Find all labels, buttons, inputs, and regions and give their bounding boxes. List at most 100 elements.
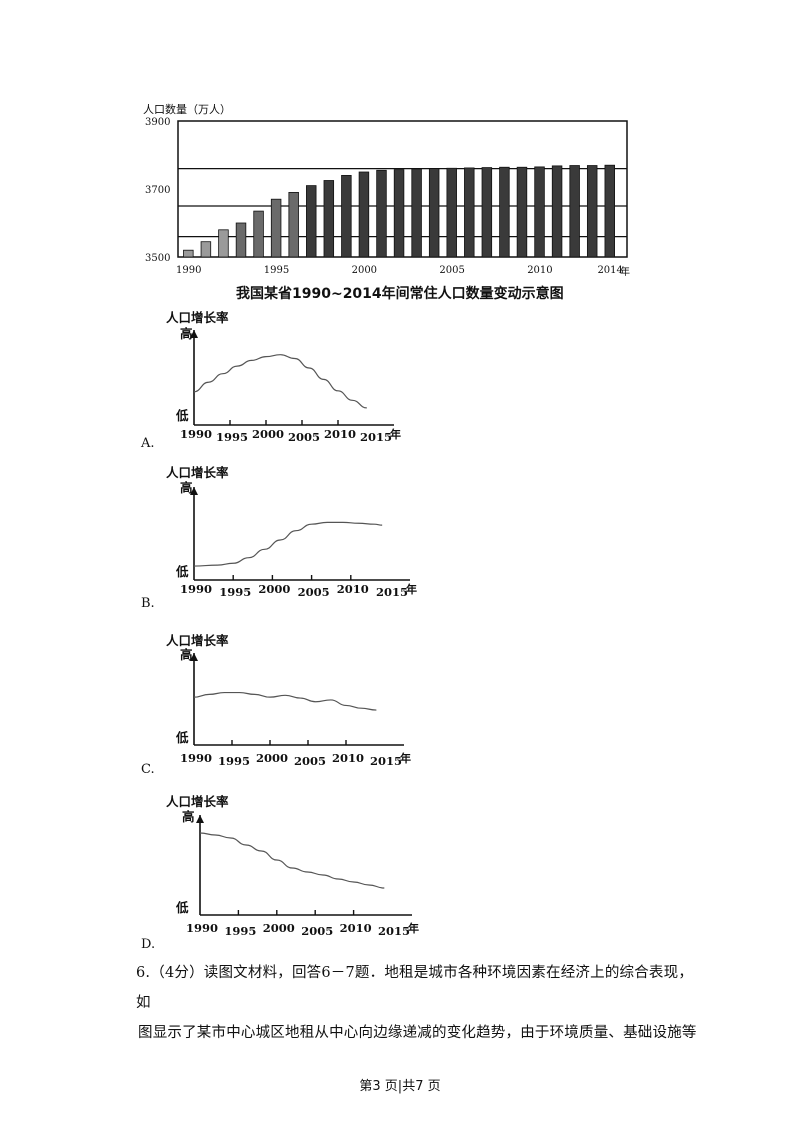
option-label: B. [141,596,155,611]
growth-rate-line [193,691,377,711]
low-label: 低 [175,900,189,915]
bar-2005 [446,167,457,258]
x-tick-1990: 1990 [186,921,218,935]
bar-2001 [376,169,387,258]
x-tick-1990: 1990 [176,265,201,276]
x-tick-2015: 2015 [370,754,402,768]
high-label: 高 [180,647,193,662]
x-tick-2010: 2010 [340,921,372,935]
y-tick-3900: 3900 [145,117,170,128]
growth-rate-line [199,832,385,889]
x-tick-1990: 1990 [180,427,212,441]
y-title: 人口增长率 [166,310,229,325]
x-tick-2015: 2015 [378,924,410,938]
x-unit: 年 [390,427,401,441]
low-label: 低 [175,564,189,579]
bar-2013 [586,165,598,258]
high-label: 高 [180,480,193,495]
x-tick-2015: 2015 [376,585,408,599]
question-line1: 读图文材料，回答6－7题．地租是城市各种环境因素在经济上的综合表现，如 [136,965,694,1011]
y-axis-arrow [190,653,198,661]
x-unit: 年 [406,582,417,596]
bar-1996 [288,191,299,258]
x-tick-2000: 2000 [252,427,284,441]
question-line2: 图显示了某市中心城区地租从中心向边缘递减的变化趋势，由于环境质量、基础设施等 [138,1025,697,1041]
bar-2003 [411,168,422,258]
x-tick-2014: 2014 [597,265,622,276]
option-label: D. [141,937,155,952]
high-label: 高 [182,809,195,824]
growth-rate-line [193,354,367,409]
population-bar-chart: 人口数量（万人） 3500 3700 3900 1990 1995 2000 2005 20… [143,103,630,302]
bar-2000 [358,171,370,258]
bar-1992 [218,229,229,258]
x-tick-1990: 1990 [180,582,212,596]
x-tick-2010: 2010 [527,265,552,276]
x-tick-2005: 2005 [294,754,326,768]
x-tick-2005: 2005 [439,265,464,276]
y-axis-arrow [196,815,204,823]
y-title: 人口增长率 [166,465,229,480]
bar-2009 [516,166,528,258]
x-tick-2005: 2005 [288,430,320,444]
question-number: 6. [136,965,151,981]
low-label: 低 [175,408,189,423]
top-chart-x-unit: 年 [620,265,630,278]
x-tick-1990: 1990 [180,751,212,765]
top-chart-y-title: 人口数量（万人） [143,103,231,116]
x-tick-2000: 2000 [263,921,295,935]
x-tick-2005: 2005 [298,585,330,599]
bar-2006 [464,167,475,258]
high-label: 高 [180,326,193,341]
y-title: 人口增长率 [166,794,229,809]
bar-1991 [200,241,212,258]
bar-2004 [428,168,440,258]
x-tick-2005: 2005 [301,924,333,938]
page-footer: 第3 页|共7 页 [359,1079,441,1094]
question-points: （4分） [150,965,204,981]
x-tick-2015: 2015 [360,430,392,444]
bar-1998 [323,180,335,258]
bar-1990 [183,249,194,258]
x-tick-2000: 2000 [256,751,288,765]
y-tick-3700: 3700 [145,185,170,196]
low-label: 低 [175,730,189,745]
bar-1995 [270,198,282,258]
bar-1999 [341,174,352,258]
x-tick-1995: 1995 [219,585,251,599]
y-title: 人口增长率 [166,633,229,648]
bar-1994 [253,210,264,258]
x-tick-1995: 1995 [264,265,289,276]
x-tick-1995: 1995 [216,430,248,444]
bar-2007 [481,167,493,258]
bar-2014 [604,164,615,258]
y-tick-3500: 3500 [145,253,170,264]
x-tick-1995: 1995 [224,924,256,938]
question-6: 6.（4分）读图文材料，回答6－7题．地租是城市各种环境因素在经济上的综合表现，… [136,958,698,1048]
x-unit: 年 [400,751,411,765]
bar-2008 [499,166,510,258]
bar-1997 [306,185,317,258]
x-tick-1995: 1995 [218,754,250,768]
growth-rate-line [193,521,383,567]
y-axis-arrow [190,330,198,338]
y-axis-arrow [190,487,198,495]
top-chart-title: 我国某省1990~2014年间常住人口数量变动示意图 [236,285,564,302]
x-unit: 年 [408,921,419,935]
bar-2002 [393,169,405,258]
x-tick-2010: 2010 [324,427,356,441]
x-tick-2000: 2000 [258,582,290,596]
x-tick-2000: 2000 [352,265,377,276]
option-label: C. [141,762,155,777]
x-tick-2010: 2010 [337,582,369,596]
bar-2011 [551,165,563,258]
bar-2012 [569,165,580,258]
x-tick-2010: 2010 [332,751,364,765]
bar-2010 [534,166,545,258]
bar-1993 [235,222,247,258]
